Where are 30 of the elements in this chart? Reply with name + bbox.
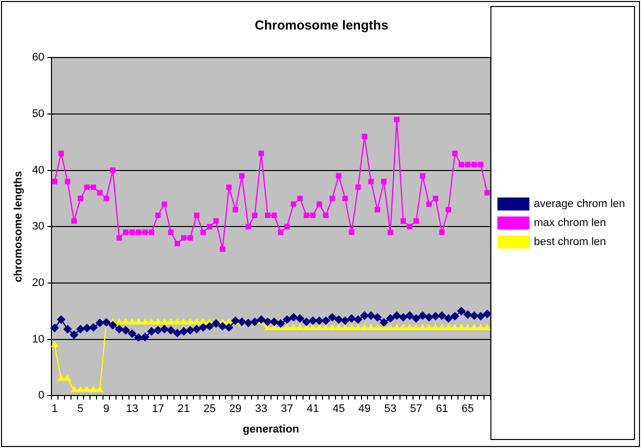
x-tick-label: 29 <box>229 403 242 416</box>
y-tick-label: 0 <box>38 390 44 402</box>
y-tick-label: 40 <box>32 164 44 176</box>
x-tick-label: 61 <box>436 403 448 416</box>
x-tick-label: 45 <box>332 403 345 416</box>
x-tick-label: 53 <box>384 403 396 416</box>
y-tick-label: 30 <box>32 220 44 233</box>
x-tick-label: 17 <box>152 403 164 416</box>
x-tick-label: 65 <box>462 403 474 416</box>
y-axis-title: chromosome lengths <box>12 170 25 282</box>
y-tick-label: 60 <box>32 52 44 64</box>
x-tick-label: 21 <box>178 403 190 416</box>
x-tick-label: 41 <box>306 403 319 416</box>
x-tick-label: 37 <box>280 403 294 416</box>
y-tick-label: 10 <box>32 333 44 346</box>
y-tick-label: 20 <box>32 276 44 289</box>
legend-label: average chrom len <box>534 198 626 210</box>
x-tick-label: 25 <box>203 403 216 416</box>
legend-label: max chrom len <box>534 217 606 230</box>
x-tick-label: 13 <box>126 403 138 416</box>
x-tick-label: 1 <box>52 403 58 416</box>
x-tick-label: 57 <box>410 403 422 416</box>
x-tick-label: 33 <box>255 403 268 416</box>
y-tick-label: 50 <box>32 108 44 120</box>
x-tick-label: 5 <box>77 403 84 416</box>
legend-label: best chrom len <box>534 236 606 248</box>
x-tick-label: 9 <box>103 403 110 416</box>
x-tick-label: 49 <box>358 403 371 416</box>
x-axis-title: generation <box>242 423 300 436</box>
chart-title: Chromosome lengths <box>254 17 388 32</box>
